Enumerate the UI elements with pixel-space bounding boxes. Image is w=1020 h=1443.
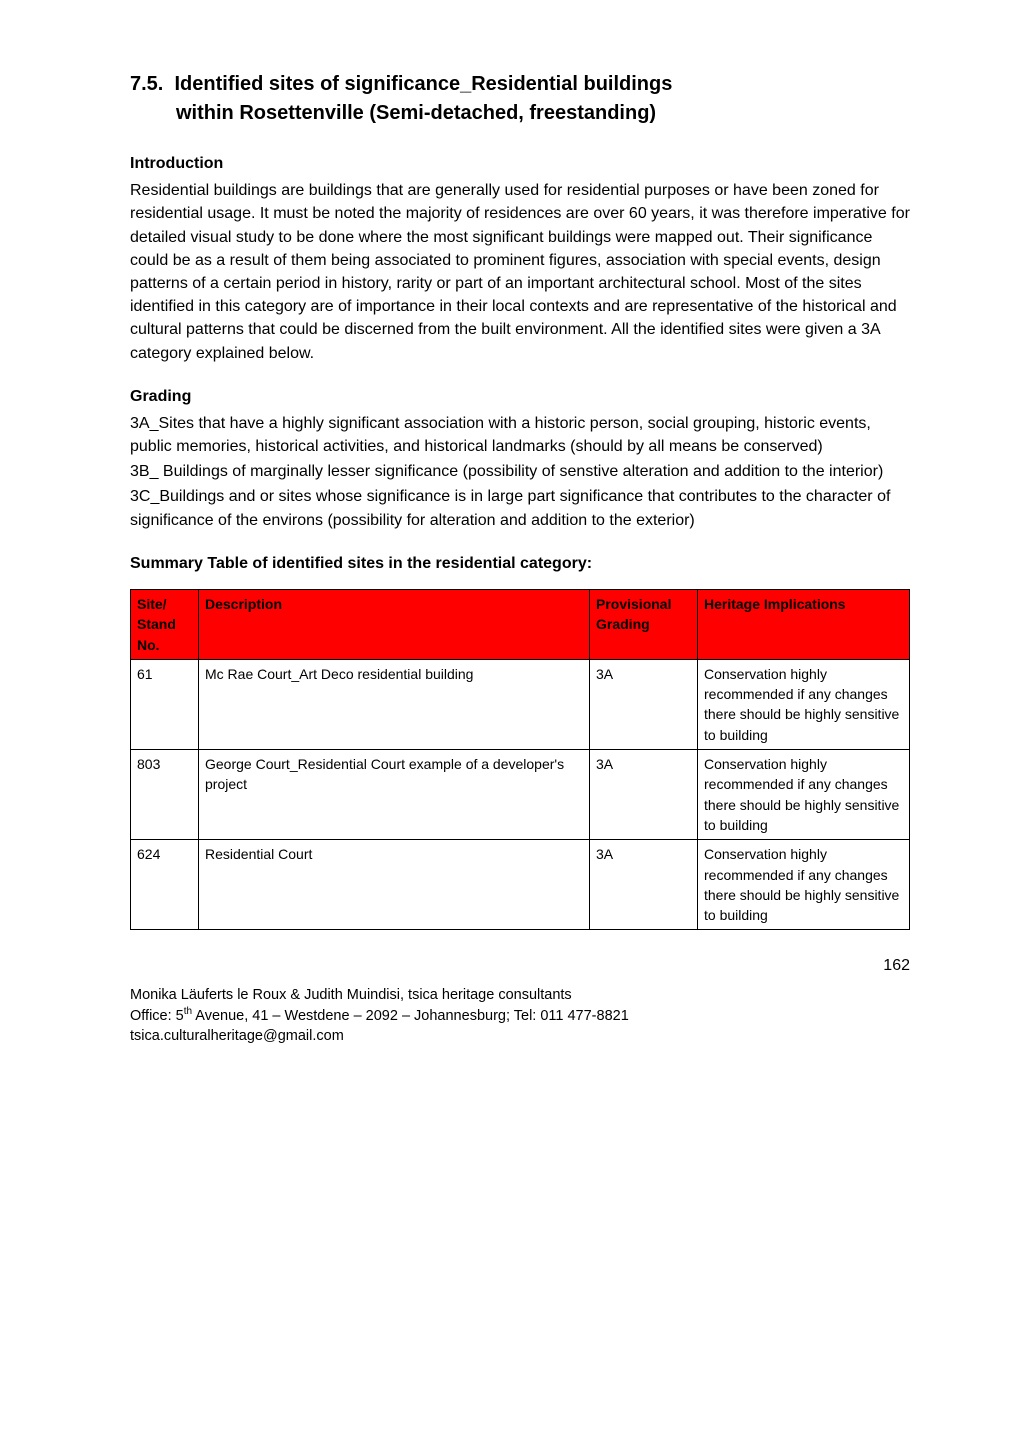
- footer: Monika Läuferts le Roux & Judith Muindis…: [130, 986, 910, 1047]
- cell-grade: 3A: [590, 750, 698, 840]
- cell-site: 61: [131, 659, 199, 749]
- table-row: 624 Residential Court 3A Conservation hi…: [131, 840, 910, 930]
- table-row: 803 George Court_Residential Court examp…: [131, 750, 910, 840]
- page-number: 162: [130, 954, 910, 977]
- section-title: 7.5. Identified sites of significance_Re…: [130, 70, 910, 128]
- grading-3c: 3C_Buildings and or sites whose signific…: [130, 485, 910, 531]
- cell-grade: 3A: [590, 840, 698, 930]
- footer-line2-post: Avenue, 41 – Westdene – 2092 – Johannesb…: [192, 1008, 629, 1024]
- cell-impl: Conservation highly recommended if any c…: [698, 840, 910, 930]
- cell-site: 624: [131, 840, 199, 930]
- cell-desc: George Court_Residential Court example o…: [199, 750, 590, 840]
- footer-line2-pre: Office: 5: [130, 1008, 184, 1024]
- section-title-line2: within Rosettenville (Semi-detached, fre…: [176, 102, 656, 124]
- cell-desc: Mc Rae Court_Art Deco residential buildi…: [199, 659, 590, 749]
- section-title-line1: Identified sites of significance_Residen…: [174, 73, 672, 95]
- th-impl: Heritage Implications: [698, 590, 910, 660]
- footer-line2-sup: th: [184, 1006, 192, 1017]
- table-row: 61 Mc Rae Court_Art Deco residential bui…: [131, 659, 910, 749]
- th-desc: Description: [199, 590, 590, 660]
- grading-3a: 3A_Sites that have a highly significant …: [130, 412, 910, 458]
- th-grade: Provisional Grading: [590, 590, 698, 660]
- cell-impl: Conservation highly recommended if any c…: [698, 750, 910, 840]
- footer-line2: Office: 5th Avenue, 41 – Westdene – 2092…: [130, 1005, 910, 1026]
- grading-3b: 3B_ Buildings of marginally lesser signi…: [130, 460, 910, 483]
- table-header-row: Site/ Stand No. Description Provisional …: [131, 590, 910, 660]
- table-caption: Summary Table of identified sites in the…: [130, 552, 910, 575]
- intro-paragraph: Residential buildings are buildings that…: [130, 179, 910, 365]
- cell-impl: Conservation highly recommended if any c…: [698, 659, 910, 749]
- cell-grade: 3A: [590, 659, 698, 749]
- footer-line1: Monika Läuferts le Roux & Judith Muindis…: [130, 986, 910, 1006]
- footer-line3: tsica.culturalheritage@gmail.com: [130, 1027, 910, 1047]
- intro-heading: Introduction: [130, 152, 910, 175]
- grading-heading: Grading: [130, 385, 910, 408]
- cell-desc: Residential Court: [199, 840, 590, 930]
- summary-table: Site/ Stand No. Description Provisional …: [130, 589, 910, 930]
- th-site: Site/ Stand No.: [131, 590, 199, 660]
- section-number: 7.5.: [130, 73, 163, 95]
- cell-site: 803: [131, 750, 199, 840]
